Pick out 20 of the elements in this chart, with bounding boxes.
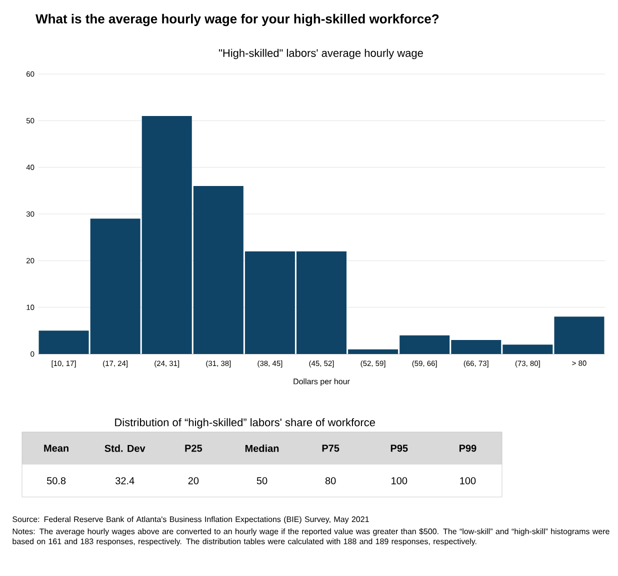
category-label: Std. Dev (104, 444, 146, 452)
chart-title: What is the average hourly wage for your high-skilled workforce? (36, 14, 439, 26)
data-label: 32.4 (116, 477, 134, 484)
x-axis-title: Dollars per hour (294, 378, 350, 386)
data-label: 50 (256, 477, 268, 484)
data-label: 50.8 (46, 477, 66, 484)
source-note: Source: Federal Reserve Bank of Atlanta's Business Inflation Expectations (BIE) Survey, May 2021 (12, 516, 369, 524)
category-label: P25 (185, 444, 202, 452)
data-label: 100 (460, 477, 476, 484)
data-label: 100 (392, 477, 408, 484)
category-label: Mean (44, 444, 68, 452)
text: Notes: The average hourly wages above are converted to an hourly wage if the reported value was greater than $500. The “low-skill” and “high-skill” histograms were based on 161 and 183 responses, respectively. The distribution tables were calculated with 188 and 189 responses, respectively. (12, 528, 610, 546)
category-label: P95 (390, 444, 408, 452)
category-label: P75 (322, 444, 340, 452)
category-label: P99 (459, 444, 476, 452)
chart-subtitle: "High-skilled" labors' average hourly wage (218, 48, 423, 60)
text: Distribution of “high-skilled” labors' share of workforce (115, 418, 375, 428)
category-label: Median (245, 444, 279, 452)
data-label: 80 (325, 477, 336, 484)
data-label: 20 (188, 477, 199, 484)
